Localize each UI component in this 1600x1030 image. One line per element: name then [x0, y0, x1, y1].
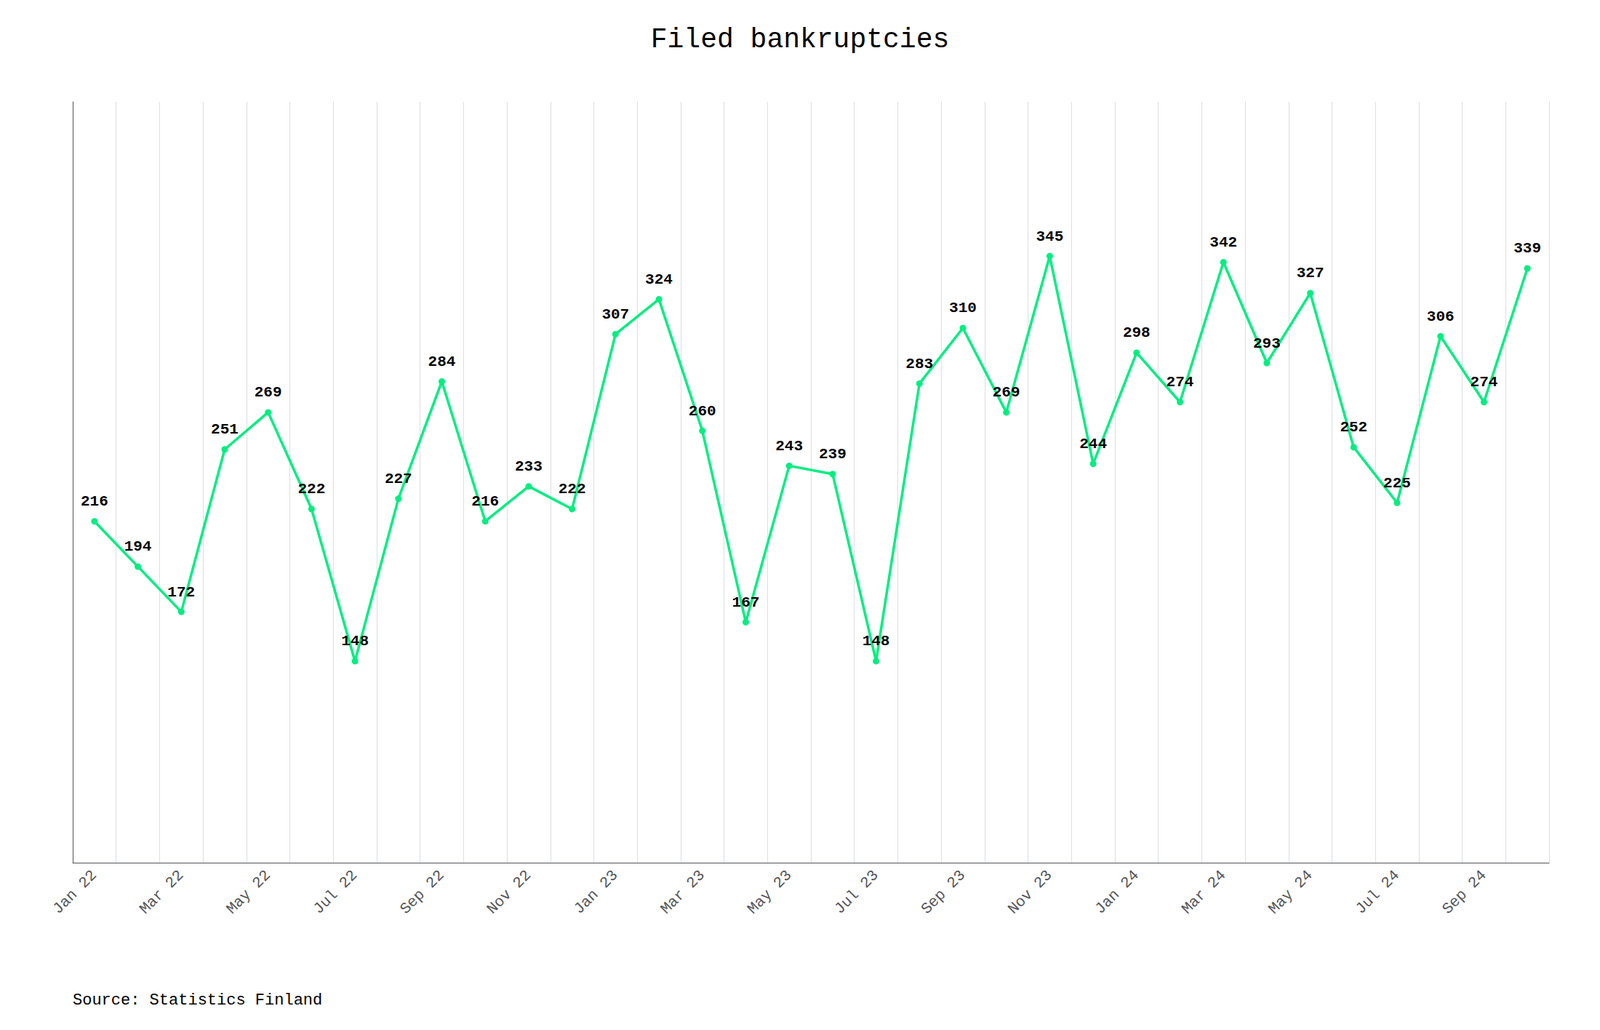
svg-text:310: 310	[949, 299, 977, 317]
svg-text:298: 298	[1122, 324, 1151, 342]
svg-text:243: 243	[775, 437, 803, 455]
svg-text:167: 167	[732, 594, 760, 611]
svg-text:239: 239	[818, 445, 847, 463]
svg-text:233: 233	[514, 458, 543, 475]
svg-text:339: 339	[1513, 240, 1542, 257]
svg-text:Source: Statistics Finland: Source: Statistics Finland	[72, 991, 323, 1010]
svg-text:Mar 23: Mar 23	[657, 866, 709, 918]
svg-text:216: 216	[80, 493, 109, 510]
svg-text:148: 148	[862, 632, 891, 650]
svg-text:222: 222	[558, 480, 587, 498]
svg-text:172: 172	[167, 584, 195, 601]
svg-text:342: 342	[1209, 234, 1238, 251]
svg-text:May 24: May 24	[1265, 866, 1317, 918]
svg-text:227: 227	[384, 470, 413, 488]
svg-text:251: 251	[210, 421, 239, 438]
svg-text:307: 307	[601, 306, 630, 323]
svg-text:283: 283	[905, 355, 934, 373]
svg-text:Jul 22: Jul 22	[310, 866, 362, 918]
svg-text:269: 269	[992, 384, 1021, 401]
svg-text:Jan 23: Jan 23	[570, 866, 622, 918]
svg-text:269: 269	[254, 384, 283, 401]
svg-text:Mar 24: Mar 24	[1178, 866, 1230, 918]
svg-text:Sep 22: Sep 22	[397, 866, 448, 918]
svg-text:306: 306	[1426, 308, 1455, 326]
svg-text:252: 252	[1339, 418, 1368, 436]
svg-text:274: 274	[1166, 373, 1195, 391]
svg-text:284: 284	[428, 353, 456, 371]
svg-text:327: 327	[1296, 264, 1325, 282]
svg-text:274: 274	[1470, 373, 1499, 391]
svg-text:216: 216	[471, 493, 499, 510]
svg-text:Jan 24: Jan 24	[1091, 866, 1143, 918]
svg-text:293: 293	[1253, 335, 1281, 352]
svg-text:Filed bankruptcies: Filed bankruptcies	[650, 24, 950, 56]
svg-text:Jul 23: Jul 23	[831, 866, 883, 918]
svg-text:244: 244	[1079, 435, 1107, 453]
svg-text:260: 260	[688, 402, 717, 420]
svg-text:148: 148	[341, 632, 369, 650]
svg-text:Sep 23: Sep 23	[917, 866, 969, 918]
svg-text:345: 345	[1035, 228, 1064, 246]
svg-text:222: 222	[297, 480, 326, 498]
svg-text:Jul 24: Jul 24	[1352, 866, 1403, 918]
svg-text:194: 194	[124, 538, 152, 555]
svg-text:324: 324	[645, 271, 673, 288]
svg-text:May 23: May 23	[744, 866, 796, 918]
svg-text:Jan 22: Jan 22	[49, 866, 101, 918]
svg-text:225: 225	[1383, 474, 1411, 492]
svg-text:Mar 22: Mar 22	[136, 866, 188, 918]
svg-text:May 22: May 22	[223, 866, 275, 918]
svg-text:Sep 24: Sep 24	[1439, 866, 1491, 918]
svg-text:Nov 22: Nov 22	[483, 866, 535, 918]
svg-text:Nov 23: Nov 23	[1005, 866, 1056, 918]
